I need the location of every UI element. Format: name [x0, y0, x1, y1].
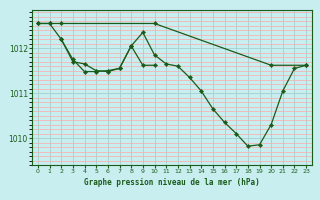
X-axis label: Graphe pression niveau de la mer (hPa): Graphe pression niveau de la mer (hPa): [84, 178, 260, 187]
